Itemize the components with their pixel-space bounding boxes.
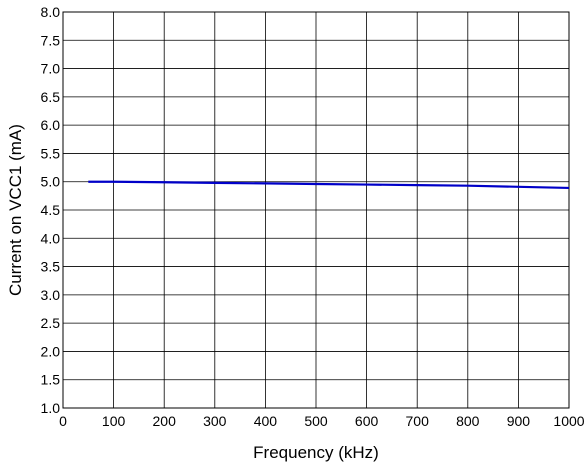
x-tick-label: 500 — [304, 413, 328, 429]
x-tick-label: 100 — [102, 413, 126, 429]
x-tick-label: 900 — [507, 413, 531, 429]
x-tick-label: 700 — [406, 413, 430, 429]
y-tick-label: 7.5 — [41, 32, 61, 48]
x-axis-ticks: 0 100 200 300 400 500 600 700 800 900 1000 — [59, 413, 585, 429]
x-tick-label: 800 — [456, 413, 480, 429]
x-tick-label: 400 — [254, 413, 278, 429]
y-tick-label: 4.5 — [41, 202, 61, 218]
y-tick-label: 2.0 — [41, 343, 61, 359]
y-tick-label: 1.5 — [41, 372, 61, 388]
y-tick-label: 6.0 — [41, 117, 61, 133]
y-tick-label: 5.5 — [41, 145, 61, 161]
y-axis-label: Current on VCC1 (mA) — [6, 124, 25, 296]
y-axis-ticks: 1.0 1.5 2.0 2.5 3.0 3.5 4.0 4.5 5.0 5.5 6.0 6.5 7.0 7… — [41, 4, 61, 416]
y-tick-label: 1.0 — [41, 400, 61, 416]
grid — [63, 12, 569, 408]
x-tick-label: 0 — [59, 413, 67, 429]
x-axis-label: Frequency (kHz) — [253, 443, 379, 462]
x-tick-label: 200 — [153, 413, 177, 429]
x-tick-label: 1000 — [553, 413, 584, 429]
x-tick-label: 600 — [355, 413, 379, 429]
y-tick-label: 8.0 — [41, 4, 61, 20]
plot-area-frame — [62, 11, 570, 409]
y-tick-label: 3.5 — [41, 259, 61, 275]
y-tick-label: 4.0 — [41, 230, 61, 246]
series-line — [88, 180, 570, 190]
x-tick-label: 300 — [203, 413, 227, 429]
y-tick-label: 2.5 — [41, 315, 61, 331]
y-tick-label: 7.0 — [41, 61, 61, 77]
y-tick-label: 5.0 — [41, 174, 61, 190]
y-tick-label: 3.0 — [41, 287, 61, 303]
series-layer — [88, 180, 570, 190]
y-tick-label: 6.5 — [41, 89, 61, 105]
